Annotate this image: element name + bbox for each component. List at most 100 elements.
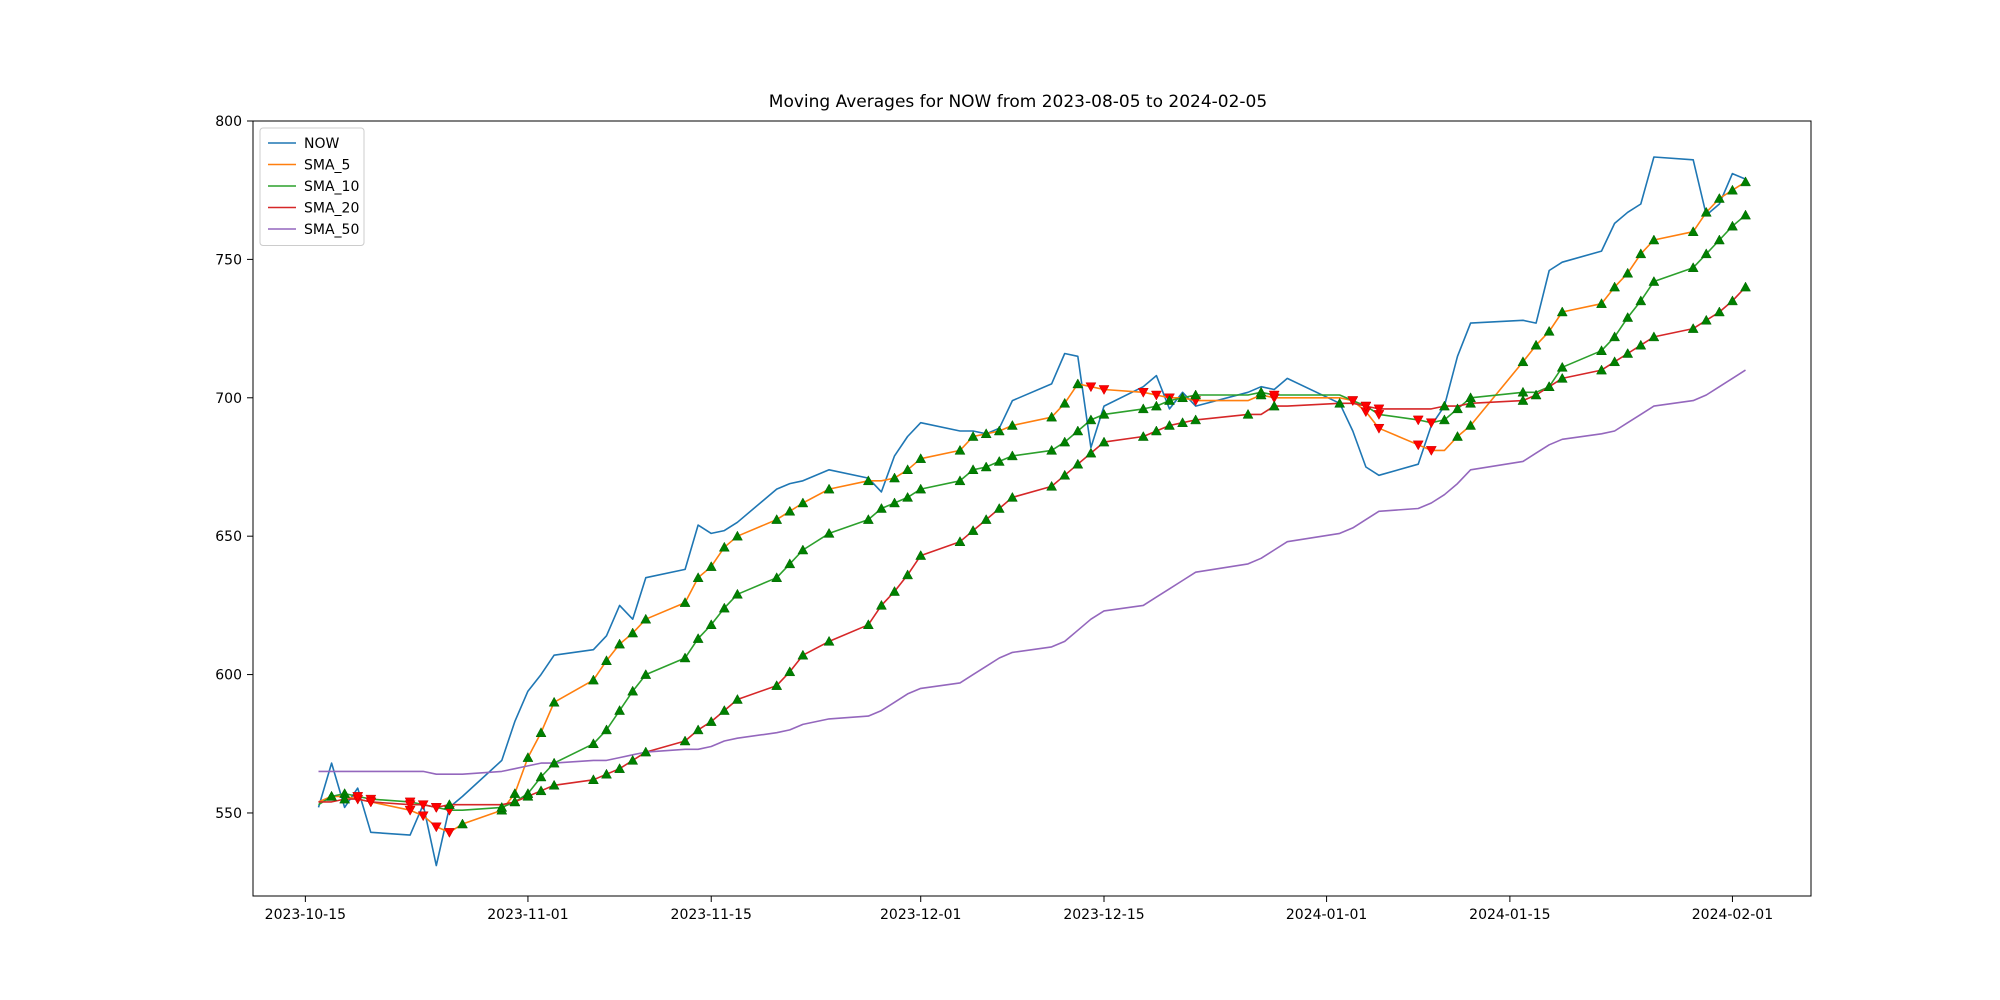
series-line-sma-50 xyxy=(318,369,1746,776)
legend-label: SMA_5 xyxy=(304,158,350,174)
buy-marker xyxy=(1635,339,1647,350)
buy-marker xyxy=(1713,306,1725,317)
buy-marker xyxy=(1006,491,1018,502)
sell-marker xyxy=(1425,446,1437,456)
buy-marker xyxy=(535,771,547,782)
buy-marker xyxy=(601,724,612,735)
buy-marker xyxy=(797,649,809,660)
series-group xyxy=(317,156,1747,867)
sell-marker xyxy=(1085,382,1097,393)
sell-marker xyxy=(1360,401,1372,412)
buy-marker xyxy=(522,752,534,762)
buy-marker xyxy=(1072,425,1084,436)
buy-marker xyxy=(1556,361,1568,372)
buy-marker xyxy=(679,735,691,746)
buy-marker xyxy=(1727,295,1738,306)
y-axis: 550 600 650 700 750 800 xyxy=(215,114,253,822)
buy-marker xyxy=(1465,397,1477,408)
sell-marker xyxy=(404,800,416,811)
buy-marker xyxy=(1648,276,1660,286)
buy-marker xyxy=(784,666,796,677)
buy-marker xyxy=(1635,248,1647,259)
buy-marker xyxy=(1543,325,1555,336)
buy-marker xyxy=(587,774,599,784)
y-tick-label: 750 xyxy=(215,252,242,268)
buy-marker xyxy=(679,597,691,607)
buy-marker xyxy=(823,483,835,494)
buy-marker xyxy=(1556,306,1568,317)
x-tick-label: 2024-02-01 xyxy=(1692,907,1773,923)
buy-marker xyxy=(1268,400,1280,411)
buy-marker xyxy=(1687,323,1699,333)
buy-marker xyxy=(1072,458,1084,469)
buy-marker xyxy=(954,536,966,546)
buy-marker xyxy=(731,693,743,704)
buy-marker xyxy=(443,799,455,809)
buy-marker xyxy=(1006,450,1018,461)
buy-marker xyxy=(993,425,1005,436)
buy-marker xyxy=(967,464,979,474)
buy-marker xyxy=(1543,381,1555,391)
y-tick-label: 650 xyxy=(215,529,242,545)
buy-marker xyxy=(1137,431,1149,441)
x-tick-label: 2023-11-15 xyxy=(671,907,752,923)
x-tick-label: 2024-01-15 xyxy=(1469,907,1550,923)
buy-marker xyxy=(587,674,599,685)
buy-marker xyxy=(614,705,626,715)
buy-marker xyxy=(705,716,717,726)
x-axis: 2023-10-15 2023-11-01 2023-11-15 2023-12-01… xyxy=(265,896,1773,923)
legend: NOW SMA_5 SMA_10 SMA_20 SMA_50 xyxy=(259,127,365,246)
buy-marker xyxy=(718,541,730,552)
buy-marker xyxy=(522,790,534,801)
sell-marker xyxy=(1150,390,1162,401)
buy-marker xyxy=(535,785,547,796)
buy-marker xyxy=(915,453,927,463)
buy-marker xyxy=(1177,392,1188,403)
buy-marker xyxy=(797,497,809,508)
plot-area xyxy=(252,120,1812,897)
buy-marker xyxy=(1098,408,1110,419)
buy-marker xyxy=(640,613,652,624)
buy-marker xyxy=(1740,281,1751,292)
buy-marker xyxy=(954,444,966,455)
buy-marker xyxy=(862,514,874,524)
buy-marker xyxy=(1609,356,1621,367)
buy-marker xyxy=(1700,248,1712,259)
buy-marker xyxy=(967,431,979,441)
sell-marker xyxy=(417,800,429,811)
buy-marker xyxy=(614,763,626,773)
buy-marker xyxy=(771,514,783,524)
buy-marker xyxy=(705,619,717,629)
chart-title: Moving Averages for NOW from 2023-08-05 … xyxy=(769,92,1267,112)
buy-marker xyxy=(1713,192,1725,203)
buy-marker xyxy=(902,491,914,502)
buy-marker xyxy=(1687,262,1699,272)
buy-marker xyxy=(457,818,468,829)
sell-marker xyxy=(1412,440,1424,451)
buy-marker xyxy=(784,505,796,516)
legend-label: NOW xyxy=(304,136,339,152)
buy-marker xyxy=(679,652,691,663)
buy-marker xyxy=(1452,403,1463,414)
buy-marker xyxy=(640,669,652,679)
buy-marker xyxy=(548,779,560,790)
buy-marker xyxy=(614,638,626,649)
buy-marker xyxy=(784,558,796,569)
sell-marker xyxy=(1347,396,1359,407)
buy-marker xyxy=(535,727,547,737)
buy-marker xyxy=(1635,295,1647,306)
x-tick-label: 2024-01-01 xyxy=(1286,907,1367,923)
buy-marker xyxy=(1622,312,1634,322)
buy-marker xyxy=(692,724,704,735)
buy-marker xyxy=(1556,372,1568,383)
buy-marker xyxy=(1085,414,1097,425)
buy-marker xyxy=(1098,436,1110,447)
legend-label: SMA_10 xyxy=(304,179,359,195)
x-tick-label: 2023-12-01 xyxy=(880,907,961,923)
buy-marker xyxy=(1137,403,1149,414)
buy-marker xyxy=(692,633,704,643)
buy-marker xyxy=(902,464,914,474)
buy-marker xyxy=(915,483,927,494)
buy-marker xyxy=(587,738,599,749)
sell-marker xyxy=(1373,423,1385,434)
